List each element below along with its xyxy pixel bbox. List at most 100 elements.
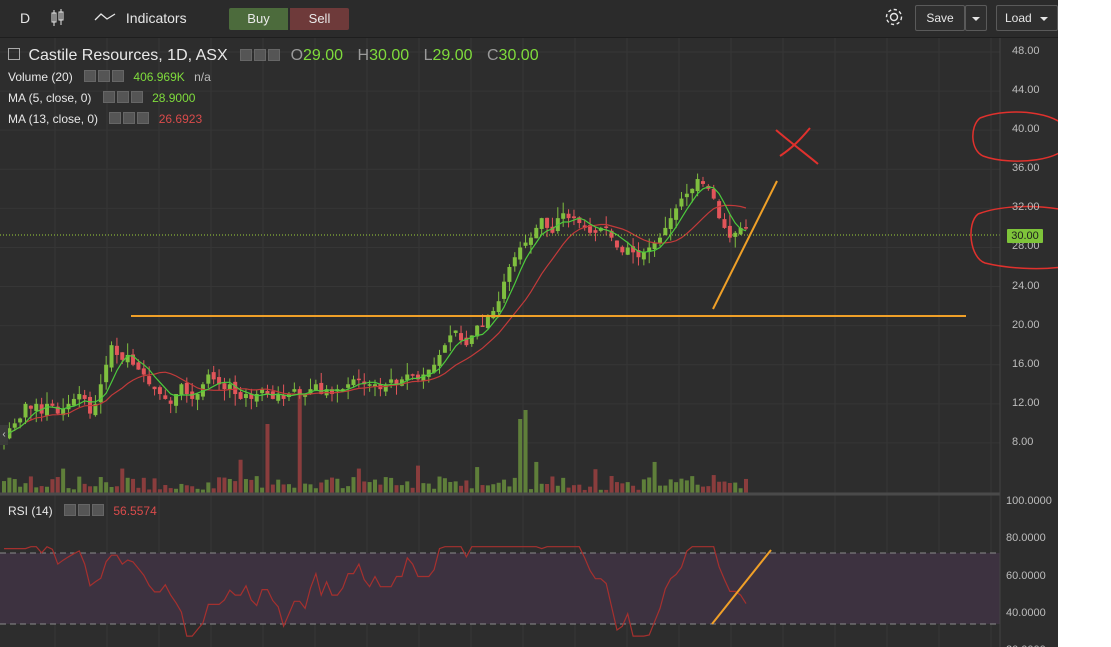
candle-body — [179, 384, 184, 395]
volume-bar — [303, 483, 308, 494]
candle-body — [93, 403, 98, 416]
volume-bar — [23, 483, 28, 494]
candle-body — [475, 325, 480, 337]
candle-body — [34, 403, 39, 411]
rsi-band-fill — [0, 553, 1000, 624]
interval-button[interactable]: D — [20, 10, 31, 26]
top-toolbar: D Indicators Buy Sell Save — [0, 0, 1058, 38]
price-axis-label: 28.00 — [1012, 240, 1040, 253]
volume-bar — [550, 476, 555, 494]
volume-bar — [12, 479, 17, 494]
volume-bar — [114, 486, 119, 494]
volume-bar — [480, 485, 485, 494]
volume-bar — [561, 477, 566, 494]
volume-bar — [98, 477, 103, 494]
ma13-settings-icons[interactable] — [107, 112, 150, 126]
candle-body — [502, 281, 507, 299]
candle-body — [292, 389, 297, 392]
candle-body — [147, 376, 152, 385]
candle-body — [727, 225, 732, 238]
candle-body — [50, 403, 55, 406]
candle-body — [609, 230, 614, 238]
chart-app: D Indicators Buy Sell Save — [0, 0, 1058, 647]
volume-bar — [260, 487, 265, 494]
candle-body — [77, 394, 82, 400]
volume-bar — [281, 484, 286, 494]
candle-body — [545, 217, 550, 228]
candle-body — [12, 423, 17, 428]
candle-body — [163, 395, 168, 399]
ma13-label: MA (13, close, 0) — [8, 112, 99, 126]
candle-body — [227, 384, 232, 390]
ma5-line — [3, 186, 747, 439]
candles-icon[interactable] — [50, 8, 66, 34]
candle-body — [276, 394, 281, 401]
candle-body — [346, 384, 351, 388]
candle-body — [399, 379, 404, 386]
volume-bar — [346, 486, 351, 494]
candle-body — [442, 345, 447, 353]
volume-bar — [200, 489, 205, 494]
candle-body — [668, 218, 673, 229]
scroll-left-handle[interactable]: ‹ — [0, 425, 8, 445]
circle-annotation-30 — [970, 205, 1058, 270]
candle-body — [233, 381, 238, 395]
circle-annotation-40 — [972, 111, 1058, 162]
candle-body — [157, 387, 162, 395]
volume-bar — [614, 482, 619, 494]
chart-canvas[interactable] — [0, 38, 1058, 647]
candle-body — [222, 383, 227, 390]
volume-bar — [163, 485, 168, 494]
volume-bar — [147, 489, 152, 494]
chart-grid — [0, 38, 1000, 647]
volume-settings-icons[interactable] — [82, 70, 125, 84]
volume-bar — [555, 485, 560, 494]
candle-body — [82, 395, 87, 399]
candle-body — [297, 389, 302, 395]
candle-series — [2, 173, 748, 450]
indicators-icon — [94, 13, 116, 21]
candle-body — [329, 389, 334, 395]
candle-body — [211, 372, 216, 380]
candle-body — [131, 354, 136, 365]
volume-bar — [668, 479, 673, 494]
buy-button[interactable]: Buy — [229, 8, 288, 30]
volume-bar — [469, 488, 474, 494]
volume-bar — [2, 481, 6, 494]
volume-bar — [265, 424, 270, 494]
candle-body — [351, 379, 356, 386]
sell-button[interactable]: Sell — [290, 8, 349, 30]
ma5-settings-icons[interactable] — [101, 91, 143, 105]
volume-bar — [45, 486, 50, 494]
volume-bar — [727, 482, 732, 494]
candle-body — [410, 374, 415, 376]
volume-bar — [373, 479, 377, 494]
volume-bar — [152, 478, 157, 494]
save-button[interactable]: Save — [915, 5, 965, 31]
candle-body — [717, 201, 722, 219]
load-button[interactable]: Load — [996, 5, 1058, 31]
volume-bar — [410, 487, 415, 494]
candle-body — [104, 364, 109, 383]
chart-legend-title: Castile Resources, 1D, ASX O29.00 H30.00… — [8, 47, 549, 65]
candle-body — [120, 352, 125, 360]
volume-bar — [399, 485, 404, 494]
candle-body — [674, 208, 679, 220]
candle-body — [652, 242, 657, 250]
high-value: 30.00 — [369, 47, 410, 64]
series-settings-icons[interactable] — [238, 47, 281, 65]
volume-bar — [276, 479, 281, 494]
collapse-icon[interactable] — [8, 48, 20, 60]
volume-label: Volume (20) — [8, 70, 73, 84]
volume-bar — [217, 477, 222, 494]
candle-body — [260, 389, 265, 394]
volume-bar — [66, 488, 71, 494]
indicators-button[interactable]: Indicators — [94, 7, 187, 29]
price-axis-label: 44.00 — [1012, 84, 1040, 97]
volume-bar — [545, 483, 550, 494]
settings-gear-icon[interactable] — [883, 6, 905, 34]
candle-body — [303, 394, 308, 397]
save-dropdown-button[interactable] — [965, 5, 987, 31]
rsi-settings-icons[interactable] — [62, 504, 105, 518]
candle-body — [641, 252, 646, 260]
